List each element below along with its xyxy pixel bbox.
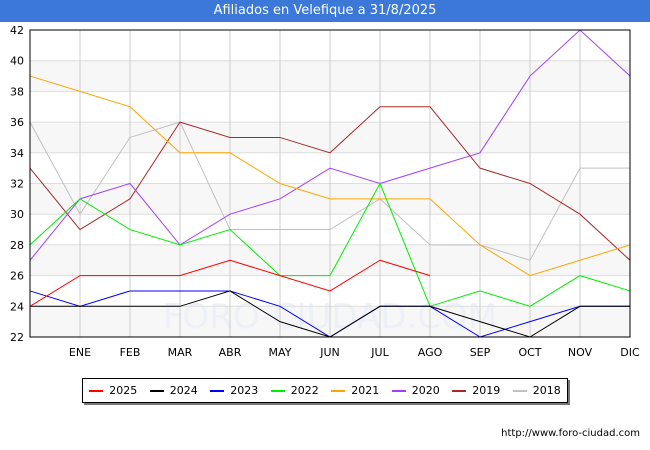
legend-swatch	[210, 389, 225, 392]
source-url: http://www.foro-ciudad.com	[501, 428, 640, 439]
series-line-2019	[29, 106, 631, 261]
legend-swatch	[270, 389, 285, 392]
y-tick-label: 26	[10, 270, 24, 283]
x-tick-label: ABR	[219, 346, 242, 359]
y-tick-label: 34	[10, 147, 24, 160]
x-tick-label: MAY	[269, 346, 292, 359]
y-tick-label: 32	[10, 178, 24, 191]
series-line-2021	[29, 75, 631, 277]
y-tick-label: 30	[10, 208, 24, 221]
x-tick-label: OCT	[518, 346, 541, 359]
x-tick-label: AGO	[418, 346, 443, 359]
legend-swatch	[149, 389, 164, 392]
legend-item-2023: 2023	[210, 384, 258, 397]
legend-label: 2025	[109, 384, 138, 397]
legend-swatch	[391, 389, 406, 392]
legend-item-2018: 2018	[512, 384, 561, 397]
legend-label: 2022	[290, 384, 319, 397]
plot-border	[29, 29, 631, 338]
x-tick-label: DIC	[620, 346, 640, 359]
series-line-2025	[29, 259, 431, 307]
series-line-2018	[29, 121, 630, 261]
legend-item-2025: 2025	[89, 384, 137, 397]
x-tick-label: ENE	[69, 346, 91, 359]
legend-item-2019: 2019	[452, 384, 500, 397]
legend-swatch	[452, 389, 467, 392]
legend-swatch	[512, 389, 527, 392]
x-tick-label: FEB	[120, 346, 141, 359]
y-tick-label: 28	[10, 239, 24, 252]
legend: 2025 2024 2023 2022 2021 2020 2019 2018	[82, 378, 568, 403]
x-tick-label: JUL	[370, 346, 389, 359]
y-tick-label: 40	[10, 55, 24, 68]
legend-label: 2019	[472, 384, 501, 397]
y-tick-label: 38	[10, 85, 24, 98]
legend-item-2021: 2021	[331, 384, 379, 397]
x-tick-label: MAR	[168, 346, 193, 359]
x-tick-label: JUN	[319, 346, 340, 359]
legend-item-2022: 2022	[270, 384, 319, 397]
series-line-2020	[29, 29, 631, 261]
legend-label: 2018	[532, 384, 561, 397]
legend-swatch	[331, 389, 346, 392]
chart-title: Afiliados en Velefique a 31/8/2025	[0, 0, 650, 22]
x-tick-label: SEP	[470, 346, 491, 359]
legend-item-2024: 2024	[149, 384, 198, 397]
legend-item-2020: 2020	[391, 384, 440, 397]
x-tick-label: NOV	[568, 346, 593, 359]
y-tick-label: 36	[10, 116, 24, 129]
y-tick-label: 22	[10, 331, 24, 344]
legend-label: 2023	[230, 384, 259, 397]
line-chart: FORO-CIUDAD.COM2224262830323436384042ENE…	[10, 24, 640, 359]
legend-label: 2020	[411, 384, 440, 397]
legend-swatch	[89, 389, 104, 392]
y-tick-label: 42	[10, 24, 24, 37]
legend-label: 2024	[169, 384, 198, 397]
legend-label: 2021	[351, 384, 380, 397]
series-line-2022	[29, 182, 631, 307]
y-tick-label: 24	[10, 300, 24, 313]
